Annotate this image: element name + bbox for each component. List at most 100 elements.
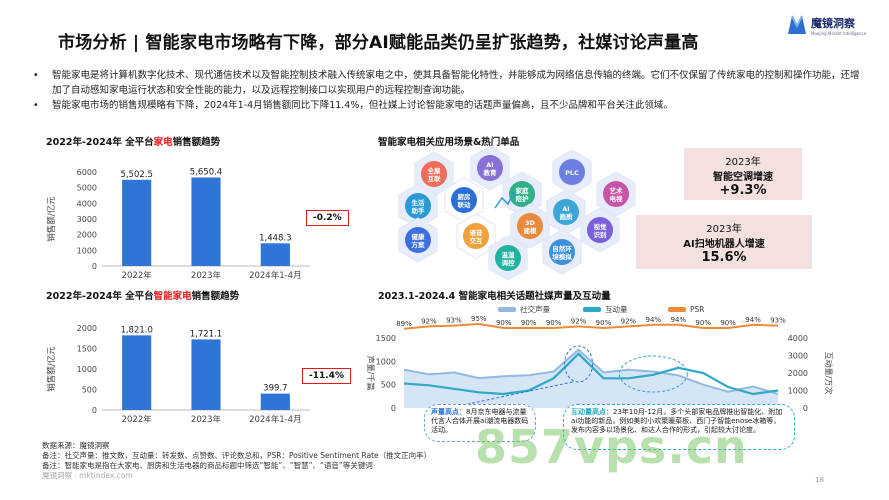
scene-hex-badge	[405, 227, 431, 253]
bar	[191, 339, 221, 410]
chart3-title: 2023.1-2024.4 智能家电相关话题社媒声量及互动量	[378, 291, 611, 302]
scene-hex-badge	[451, 187, 477, 213]
scenes-hex-cluster: 全屋互联AI教育生活助手厨房联动家庭陪护PLC艺术电视健康方案语音交互3D建模A…	[398, 146, 636, 281]
psr-data-label: 90%	[720, 319, 736, 327]
legend-label: 互动量	[605, 304, 628, 314]
highlight-volume-peak	[564, 345, 594, 383]
scene-hex-badge	[421, 161, 447, 187]
logo-icon	[788, 15, 806, 34]
summary-bullets: 智能家电是将计算机数字化技术、现代通信技术以及智能控制技术融入传统家电之中，使其…	[30, 68, 860, 113]
scene-hex-badge	[463, 223, 489, 249]
psr-data-label: 94%	[646, 316, 662, 324]
y-tick-label: 0	[92, 406, 97, 415]
callout-volume-head: 声量高点：	[431, 408, 466, 416]
psr-data-label: 92%	[621, 317, 637, 325]
growth-aircon-year: 2023年	[725, 157, 761, 168]
y-tick-label: 5000	[77, 184, 97, 193]
left-tick-label: 1000	[376, 357, 396, 366]
psr-data-label: 90%	[521, 319, 537, 327]
page-title: 市场分析 | 智能家电市场略有下降，部分AI赋能品类仍呈扩张趋势，社媒讨论声量高	[58, 33, 699, 53]
chart1-yoy-badge: -0.2%	[306, 210, 349, 226]
psr-data-label: 92%	[571, 317, 587, 325]
left-tick-label: 1500	[376, 334, 396, 343]
callout-interaction-head: 互动量高点：	[571, 408, 613, 416]
chart2-smart-appliance-sales: 0 500 1000 1500 2000 销售额/亿元 1,821.0 2022年 1,721.…	[46, 324, 310, 425]
bar-value-label: 399.7	[263, 384, 287, 394]
legend-swatch	[668, 307, 686, 312]
scene-hex-label: 生活	[412, 198, 426, 207]
growth-robot-value: 15.6%	[701, 250, 747, 265]
logo-name: 魔镜洞察	[811, 16, 855, 30]
growth-box-aircon: 2023年 智能空调增速 +9.3%	[684, 148, 802, 200]
left-tick-label: 0	[391, 404, 396, 413]
bar-value-label: 1,448.3	[259, 233, 291, 243]
scene-hex-label: 艺术	[610, 186, 624, 195]
bar-value-label: 5,502.5	[120, 170, 152, 180]
series-social-volume-area	[404, 349, 778, 408]
chart1-title-pre: 2022年-2024年 全平台	[46, 137, 154, 148]
series-social-volume-line	[403, 348, 779, 395]
note-definitions: 备注：社交声量：推文数，互动量：转发数、点赞数、评论数总和，PSR：Positi…	[42, 451, 432, 460]
chart1-title-post: 销售额趋势	[172, 137, 221, 148]
scene-hex-label: PLC	[565, 169, 579, 177]
scene-hex-label: 陪护	[516, 194, 530, 203]
scene-hex-label: AI	[486, 161, 493, 169]
right-tick-label: 0	[803, 404, 808, 413]
psr-data-label: 93%	[770, 317, 786, 325]
bar-value-label: 1,721.1	[190, 329, 222, 339]
chart3-social-volume: 0 500 1000 1500 0 1000 2000 3000 4000 声量/千篇 互动量/万次…	[366, 304, 834, 413]
callout-interaction-peak: 互动量高点：23年10月-12月，多个头部家电品牌推出智能化、附加ai功能的新品…	[563, 404, 795, 450]
scene-hex-label: AI	[562, 205, 569, 213]
psr-data-label: 90%	[496, 319, 512, 327]
note-source: 数据来源：魔镜洞察	[42, 441, 110, 450]
y-tick-label: 6000	[77, 168, 97, 177]
psr-data-label: 90%	[695, 319, 711, 327]
right-tick-label: 1000	[788, 387, 808, 396]
growth-box-robot: 2023年 AI扫地机器人增速 15.6%	[636, 215, 812, 269]
footer-text: 魔镜洞察 · mktindex.com	[42, 471, 133, 480]
right-tick-label: 3000	[788, 352, 808, 361]
x-tick-label: 2024年1-4月	[249, 414, 302, 425]
growth-robot-label: AI扫地机器人增速	[683, 239, 765, 250]
bar-value-label: 1,821.0	[120, 325, 152, 335]
psr-data-label: 90%	[546, 319, 562, 327]
x-tick-label: 2023年	[191, 414, 222, 425]
y-tick-label: 1000	[77, 246, 97, 255]
psr-data-label: 89%	[396, 320, 412, 328]
scene-hex-badge	[509, 181, 535, 207]
chart2-title-highlight: 智能家电	[153, 291, 192, 302]
y-tick-label: 1000	[77, 365, 97, 374]
y-tick-label: 4000	[77, 199, 97, 208]
scene-hex-badge	[517, 213, 543, 239]
scenes-title: 智能家电相关应用场景&热门单品	[378, 137, 520, 148]
scene-hex-label: 3D	[525, 219, 536, 227]
scene-hex-badge	[603, 181, 629, 207]
y-tick-label: 3000	[77, 215, 97, 224]
right-axis-label: 互动量/万次	[824, 352, 834, 395]
y-tick-label: 0	[92, 262, 97, 271]
chart1-title: 2022年-2024年 全平台家电销售额趋势	[46, 134, 220, 148]
growth-aircon-label: 智能空调增速	[713, 172, 773, 183]
trend-icon	[494, 191, 515, 209]
left-tick-label: 500	[381, 381, 396, 390]
scene-hex-label: 全屋	[427, 166, 442, 175]
x-tick-label: 2022年	[122, 270, 153, 281]
scene-hex-label: 电视	[610, 194, 624, 203]
growth-aircon-value: +9.3%	[719, 183, 767, 198]
bar	[122, 179, 152, 266]
legend-label: PSR	[690, 305, 705, 314]
note-keywords: 备注：智能家电是指在大家电、厨房和生活电器的商品标题中筛选“智能”、“智慧”、“…	[42, 461, 373, 470]
bullet-market: 智能家电市场的销售规模略有下降，2024年1-4月销售额同比下降11.4%，但社…	[30, 98, 860, 113]
scene-hex-label: 交互	[470, 236, 484, 245]
brand-logo: 魔镜洞察 Moojing Market Intelligence	[787, 14, 866, 36]
scene-hex-label: 建模	[523, 226, 538, 235]
callout-interaction-text: 23年10月-12月，多个头部家电品牌推出智能化、附加ai功能的新品，例如美的小…	[571, 408, 783, 434]
bar	[191, 177, 221, 266]
chart2-yoy-badge: -11.4%	[302, 368, 351, 384]
legend-label: 社交声量	[520, 304, 550, 314]
bar	[122, 335, 152, 410]
bar	[260, 393, 290, 410]
growth-robot-year: 2023年	[706, 224, 742, 235]
scene-hex-badge	[495, 245, 521, 271]
bar	[260, 243, 290, 266]
